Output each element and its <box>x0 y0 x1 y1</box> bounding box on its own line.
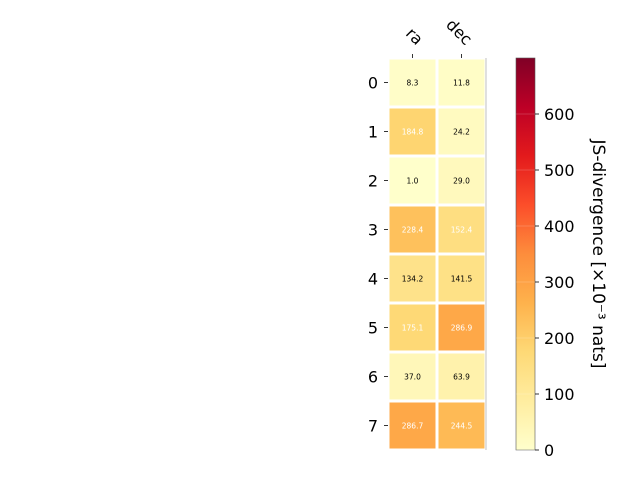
cell-value-label: 152.4 <box>451 226 473 235</box>
cell-value-label: 286.9 <box>451 324 473 333</box>
row-tick-labels: 0 1 2 3 4 5 6 7 <box>368 74 388 436</box>
cell-value-label: 24.2 <box>453 128 470 137</box>
row-tick-label: 4 <box>368 270 378 289</box>
cell-value-label: 184.8 <box>402 128 424 137</box>
colorbar-tick-label: 100 <box>544 385 575 404</box>
colorbar-tick-label: 500 <box>544 161 575 180</box>
cell-value-label: 228.4 <box>402 226 424 235</box>
cell-value-label: 63.9 <box>453 373 470 382</box>
cell-value-label: 11.8 <box>453 79 470 88</box>
cell-value-label: 1.0 <box>407 177 419 186</box>
colorbar-tick-label: 200 <box>544 329 575 348</box>
heatmap-cell <box>435 252 488 305</box>
cell-value-label: 141.5 <box>451 275 473 284</box>
row-tick-label: 3 <box>368 221 378 240</box>
cell-value-label: 244.5 <box>451 422 473 431</box>
row-tick-label: 0 <box>368 74 378 93</box>
colorbar-label: JS-divergence [×10⁻³ nats] <box>588 139 608 369</box>
cell-value-label: 175.1 <box>402 324 424 333</box>
row-tick-label: 1 <box>368 123 378 142</box>
colorbar-tick-labels: 0 100 200 300 400 500 600 <box>516 105 575 460</box>
cell-value-label: 286.7 <box>402 422 424 431</box>
row-tick-label: 5 <box>368 319 378 338</box>
colorbar-tick-label: 400 <box>544 217 575 236</box>
heatmap-cell <box>435 399 488 452</box>
cell-value-label: 37.0 <box>404 373 421 382</box>
colorbar <box>515 57 536 451</box>
colorbar-tick-label: 300 <box>544 273 575 292</box>
column-tick-label: ra <box>402 24 427 49</box>
row-tick-label: 7 <box>368 417 378 436</box>
row-tick-label: 6 <box>368 368 378 387</box>
colorbar-tick-label: 600 <box>544 105 575 124</box>
column-tick-label: dec <box>442 15 476 49</box>
heatmap-cell <box>435 203 488 256</box>
colorbar-tick-label: 0 <box>544 441 554 460</box>
cell-value-label: 29.0 <box>453 177 470 186</box>
cell-value-label: 8.3 <box>407 79 419 88</box>
row-tick-label: 2 <box>368 172 378 191</box>
cell-value-label: 134.2 <box>402 275 424 284</box>
heatmap-cells: 8.3 11.8 184.8 24.2 1.0 29.0 228.4 152.4 134.2 14… <box>386 56 488 452</box>
column-tick-labels: ra dec <box>402 15 476 58</box>
